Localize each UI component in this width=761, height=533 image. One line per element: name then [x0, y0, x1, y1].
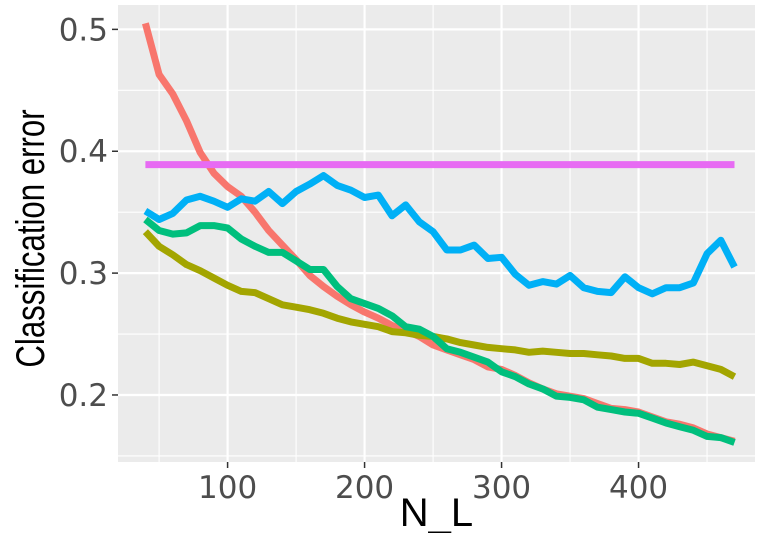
- y-tick-label: 0.2: [59, 378, 108, 414]
- y-tick-label: 0.4: [59, 134, 108, 170]
- y-axis-title: Classification error: [8, 109, 53, 367]
- axes: 100 200 300 400 0.2 0.3 0.4 0.5: [59, 12, 668, 506]
- x-tick-label: 200: [335, 470, 394, 506]
- series-lines: [142, 22, 738, 446]
- x-axis-title: N_L: [400, 491, 473, 533]
- series-line-5: [143, 216, 736, 446]
- x-tick-label: 100: [198, 470, 257, 506]
- y-tick-label: 0.3: [59, 256, 108, 292]
- y-tick-label: 0.5: [59, 12, 108, 48]
- series-line-4: [142, 229, 737, 380]
- series-line-3: [143, 172, 738, 298]
- x-tick-label: 400: [609, 470, 668, 506]
- grid-lines: [118, 5, 755, 462]
- x-tick-label: 300: [472, 470, 531, 506]
